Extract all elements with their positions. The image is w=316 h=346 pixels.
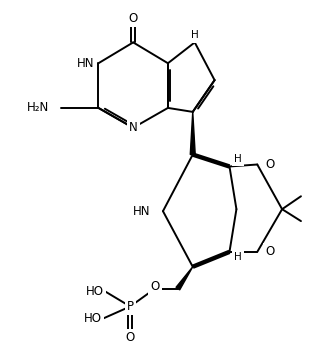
Polygon shape xyxy=(190,112,195,155)
Text: H₂N: H₂N xyxy=(27,101,49,115)
Text: O: O xyxy=(265,158,275,171)
Text: HN: HN xyxy=(77,57,94,70)
Text: O: O xyxy=(265,245,275,258)
Text: HO: HO xyxy=(85,285,103,298)
Text: H: H xyxy=(191,30,199,40)
Text: HO: HO xyxy=(83,312,101,325)
Text: H: H xyxy=(234,252,242,262)
Text: O: O xyxy=(129,12,138,25)
Text: HN: HN xyxy=(132,205,150,218)
Text: O: O xyxy=(150,280,160,293)
Text: O: O xyxy=(125,331,135,344)
Text: P: P xyxy=(127,300,134,313)
Text: H: H xyxy=(234,154,242,164)
Text: N: N xyxy=(129,121,137,134)
Polygon shape xyxy=(176,267,193,290)
